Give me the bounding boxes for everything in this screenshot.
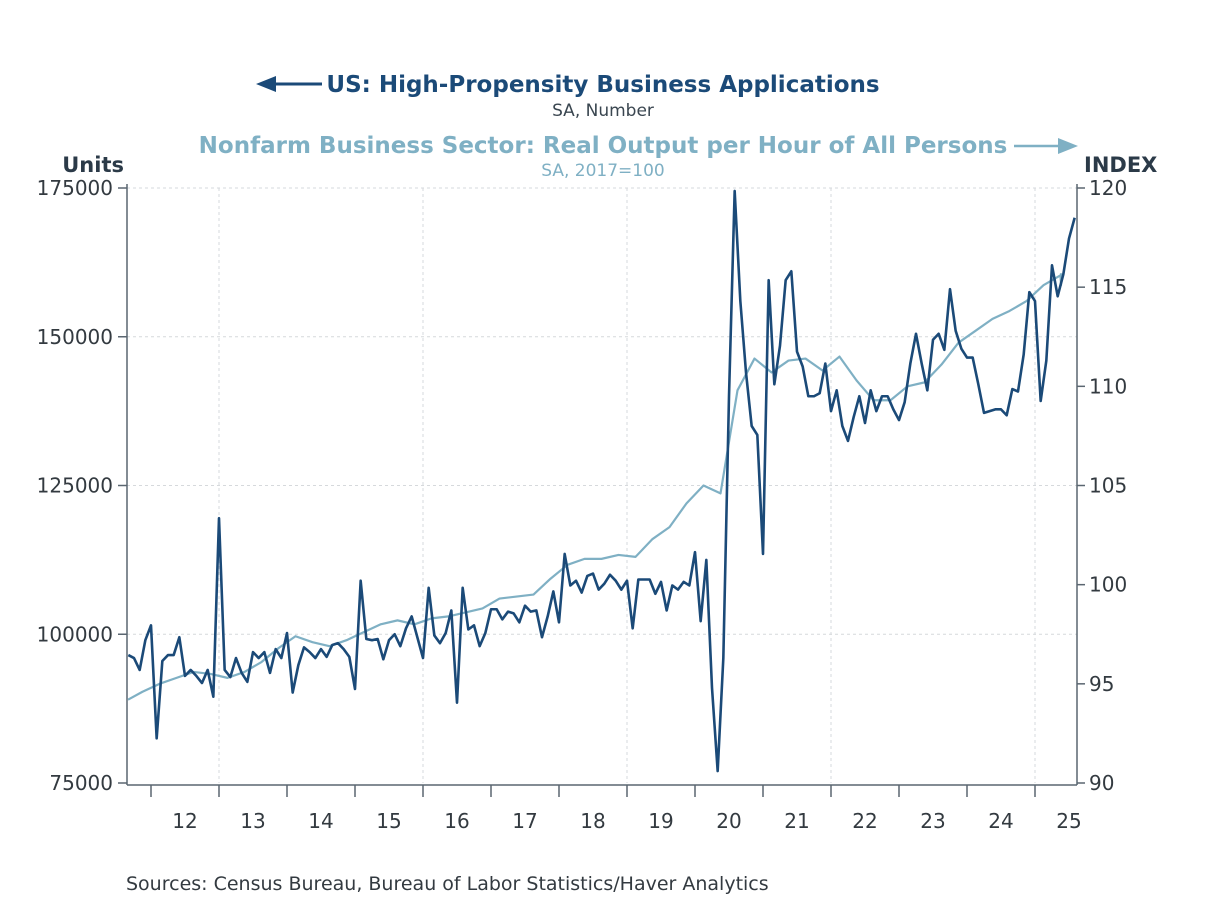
right-arrow-icon <box>1058 138 1078 154</box>
left-axis-label: Units <box>62 153 124 177</box>
legend-entry-productivity: Nonfarm Business Sector: Real Output per… <box>199 133 1078 181</box>
right-axis-ticks: 90 95 100 105 110 115 120 <box>1077 176 1127 795</box>
left-axis-ticks: 75000 100000 125000 150000 175000 <box>37 176 127 795</box>
x-tick-label: 22 <box>852 809 877 833</box>
right-tick-label: 90 <box>1089 771 1114 795</box>
x-tick-label: 16 <box>444 809 469 833</box>
x-tick-label: 20 <box>716 809 741 833</box>
x-tick-label: 18 <box>580 809 605 833</box>
legend-entry-business-applications: US: High-Propensity Business Application… <box>256 72 880 121</box>
x-tick-label: 23 <box>920 809 945 833</box>
x-tick-label: 19 <box>648 809 673 833</box>
x-tick-label: 14 <box>308 809 333 833</box>
series-lines <box>127 189 1076 773</box>
legend: US: High-Propensity Business Application… <box>199 72 1078 181</box>
series-1-subtitle: SA, Number <box>552 101 654 121</box>
x-tick-label: 17 <box>512 809 537 833</box>
right-tick-label: 115 <box>1089 275 1127 299</box>
right-tick-label: 105 <box>1089 474 1127 498</box>
right-tick-label: 120 <box>1089 176 1127 200</box>
left-tick-label: 75000 <box>49 771 113 795</box>
series-2-title: Nonfarm Business Sector: Real Output per… <box>199 133 1008 159</box>
series-2-subtitle: SA, 2017=100 <box>541 161 665 181</box>
axes <box>126 184 1078 786</box>
right-tick-label: 110 <box>1089 374 1127 398</box>
x-tick-label: 13 <box>240 809 265 833</box>
x-axis-ticks: 12 13 14 15 16 17 18 19 20 21 22 23 24 25 <box>150 785 1082 833</box>
sources-note: Sources: Census Bureau, Bureau of Labor … <box>126 873 769 895</box>
left-tick-label: 150000 <box>37 325 113 349</box>
right-axis-label: INDEX <box>1084 153 1157 177</box>
x-tick-label: 24 <box>988 809 1013 833</box>
left-tick-label: 175000 <box>37 176 113 200</box>
x-tick-label: 21 <box>784 809 809 833</box>
left-tick-label: 100000 <box>37 622 113 646</box>
x-tick-label: 15 <box>376 809 401 833</box>
right-tick-label: 95 <box>1089 672 1114 696</box>
series-line-business-applications <box>127 189 1076 773</box>
x-tick-label: 12 <box>172 809 197 833</box>
x-tick-label: 25 <box>1056 809 1081 833</box>
left-tick-label: 125000 <box>37 474 113 498</box>
gridlines <box>127 187 1077 783</box>
left-arrow-icon <box>256 76 276 92</box>
series-1-title: US: High-Propensity Business Application… <box>326 72 879 98</box>
right-tick-label: 100 <box>1089 573 1127 597</box>
